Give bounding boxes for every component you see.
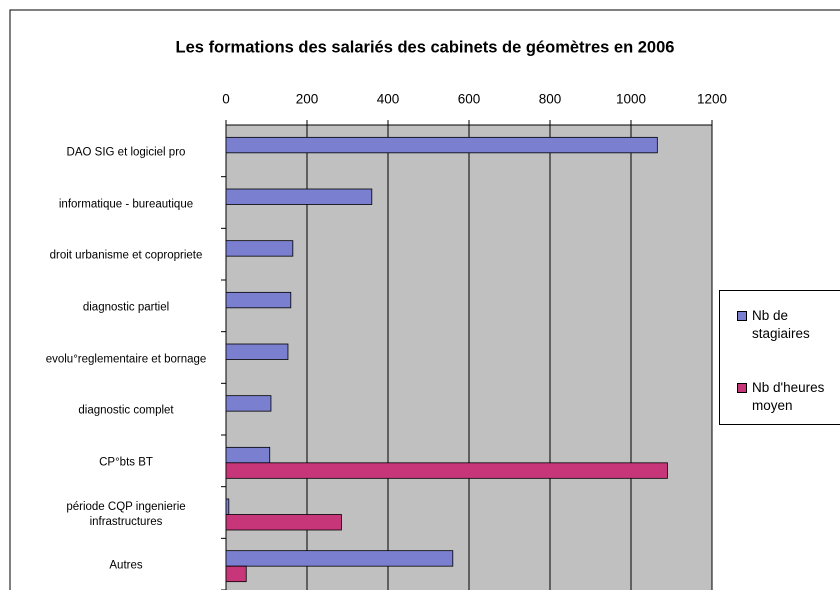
- y-tick-label: Autres: [109, 559, 143, 572]
- y-tick-label: période CQP ingenierie infrastructures: [66, 500, 186, 528]
- bar: [225, 343, 289, 360]
- y-tick-label: DAO SIG et logiciel pro: [66, 146, 186, 159]
- bar: [225, 514, 342, 531]
- bar: [225, 188, 373, 205]
- bar: [225, 498, 230, 515]
- y-tick-label: diagnostic partiel: [82, 301, 170, 314]
- x-tick-label: 1200: [697, 92, 727, 107]
- legend-swatch: [737, 383, 747, 393]
- x-tick-label: 1000: [616, 92, 646, 107]
- x-tick-label: 400: [377, 92, 400, 107]
- y-tick-label: evolu°reglementaire et bornage: [45, 353, 207, 365]
- y-tick-label: droit urbanisme et copropriete: [49, 249, 203, 262]
- legend-label: Nb d'heures moyen: [752, 380, 825, 413]
- bar: [225, 240, 294, 257]
- bar: [225, 446, 271, 464]
- legend-item: Nb d'heures moyen: [737, 379, 840, 415]
- legend-label: Nb de stagiaires: [752, 308, 810, 341]
- x-tick-label: 800: [539, 92, 562, 107]
- bar: [225, 291, 292, 309]
- legend: Nb de stagiaires Nb d'heures moyen: [719, 290, 840, 425]
- chart-title: Les formations des salariés des cabinets…: [176, 38, 675, 56]
- bar: [225, 462, 668, 479]
- x-tick-label: 200: [296, 92, 319, 107]
- x-tick-label: 0: [222, 92, 230, 107]
- legend-item: Nb de stagiaires: [737, 307, 840, 343]
- bar: [225, 395, 272, 412]
- y-tick-label: informatique - bureautique: [58, 198, 194, 210]
- bar: [225, 136, 658, 154]
- bar: [225, 550, 454, 567]
- bar: [225, 565, 247, 583]
- x-tick-label: 600: [458, 92, 481, 107]
- y-tick-label: diagnostic complet: [78, 404, 174, 417]
- y-tick-label: CP°bts BT: [99, 456, 153, 469]
- legend-swatch: [737, 311, 747, 321]
